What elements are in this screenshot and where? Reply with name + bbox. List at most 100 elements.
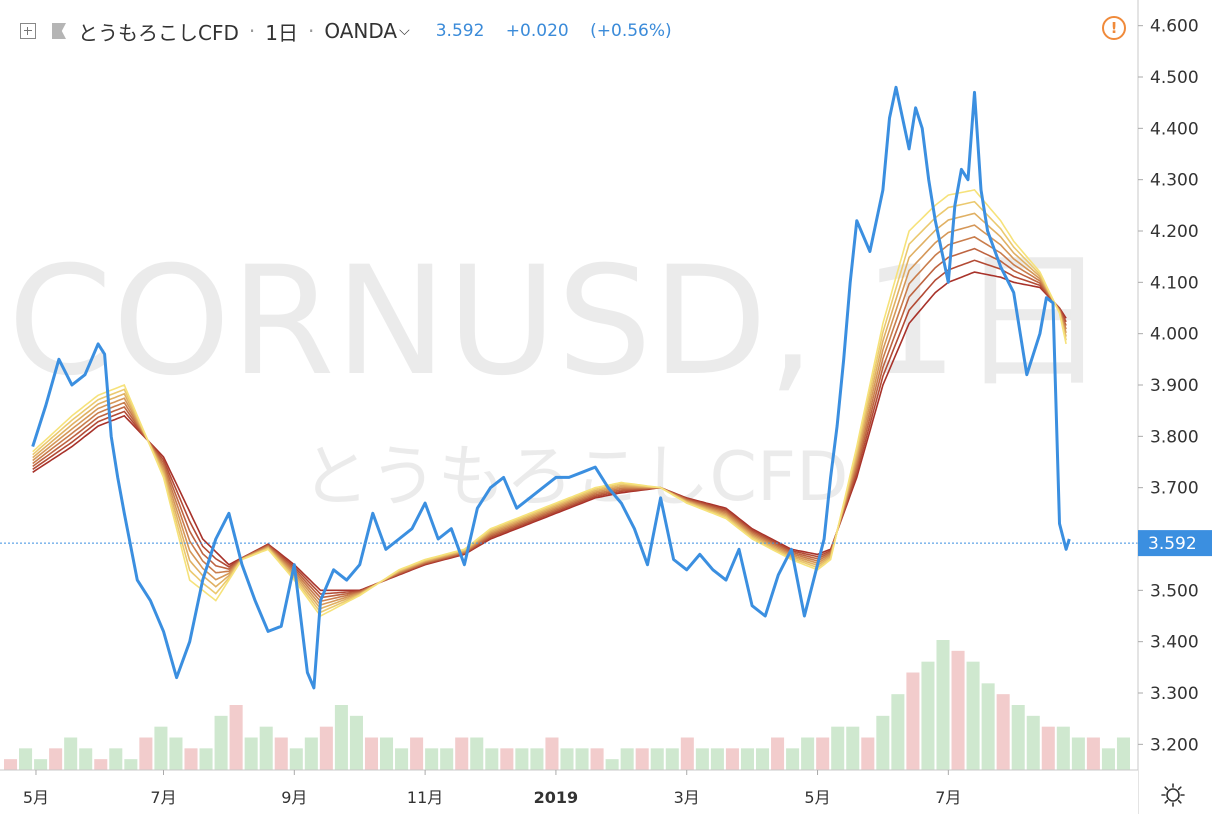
- gear-icon[interactable]: [1160, 782, 1186, 808]
- volume-bar: [575, 748, 589, 770]
- exchange-label[interactable]: OANDA: [324, 19, 398, 43]
- volume-bar: [410, 737, 424, 770]
- y-tick-label: 4.500: [1150, 68, 1199, 88]
- x-tick-label: 2019: [534, 788, 579, 807]
- volume-bar: [530, 748, 544, 770]
- separator-dot: ·: [248, 19, 256, 43]
- last-price-value: 3.592: [1148, 534, 1197, 554]
- volume-bar: [1116, 737, 1130, 770]
- collapse-icon[interactable]: [20, 23, 36, 39]
- volume-bar: [1026, 715, 1040, 770]
- x-tick-label: 9月: [281, 788, 307, 807]
- volume-bar: [259, 726, 273, 770]
- volume-bar: [124, 759, 138, 770]
- volume-bar: [289, 748, 303, 770]
- volume-bar: [650, 748, 664, 770]
- volume-bar: [349, 715, 363, 770]
- volume-bar: [620, 748, 634, 770]
- volume-bar: [725, 748, 739, 770]
- volume-bar: [425, 748, 439, 770]
- price-line-layer: [31, 85, 1071, 690]
- volume-bar: [485, 748, 499, 770]
- y-tick-label: 3.700: [1150, 479, 1199, 499]
- symbol-name[interactable]: とうもろこしCFD: [78, 20, 239, 45]
- volume-bar: [635, 748, 649, 770]
- volume-bar: [19, 748, 33, 770]
- y-tick-label: 4.000: [1150, 325, 1199, 345]
- ma-ribbon-line: [32, 259, 1067, 595]
- volume-bar: [1071, 737, 1085, 770]
- volume-bar: [455, 737, 469, 770]
- quote-values: 3.592 +0.020 (+0.56%): [436, 21, 688, 41]
- volume-bar: [64, 737, 78, 770]
- ma-ribbon-line: [32, 247, 1067, 599]
- volume-bar: [1086, 737, 1100, 770]
- x-tick-label: 5月: [804, 788, 830, 807]
- volume-bar: [906, 672, 920, 770]
- volume-bar: [981, 683, 995, 770]
- volume-bar: [244, 737, 258, 770]
- x-tick-label: 11月: [407, 788, 443, 807]
- volume-bar: [695, 748, 709, 770]
- legend-bar: とうもろこしCFD · 1日 · OANDA ⌵ 3.592 +0.020 (+…: [20, 16, 688, 46]
- volume-bar: [184, 748, 198, 770]
- volume-bar: [786, 748, 800, 770]
- volume-bar: [154, 726, 168, 770]
- volume-bar: [846, 726, 860, 770]
- price-line: [31, 85, 1071, 690]
- volume-bar: [756, 748, 770, 770]
- volume-bar: [861, 737, 875, 770]
- volume-bar: [440, 748, 454, 770]
- volume-bar: [214, 715, 228, 770]
- time-axis[interactable]: 5月 7月 9月 11月 2019 3月 5月 7月: [0, 769, 1138, 814]
- volume-bar: [94, 759, 108, 770]
- alert-icon[interactable]: !: [1102, 16, 1126, 40]
- volume-bar: [364, 737, 378, 770]
- price-change-percent: (+0.56%): [590, 21, 672, 41]
- x-tick-label: 5月: [23, 788, 49, 807]
- volume-bar: [921, 661, 935, 770]
- volume-bar: [710, 748, 724, 770]
- x-tick-label: 3月: [674, 788, 700, 807]
- volume-bar: [500, 748, 514, 770]
- volume-bar: [1101, 748, 1115, 770]
- volume-bar: [229, 705, 243, 770]
- volume-bar: [951, 650, 965, 770]
- volume-bar: [545, 737, 559, 770]
- watermark: CORNUSD, 1日 とうもろこしCFD: [8, 235, 1109, 517]
- volume-bar: [665, 748, 679, 770]
- watermark-symbol: CORNUSD, 1日: [8, 235, 1109, 409]
- x-tick-label: 7月: [150, 788, 176, 807]
- volume-bar: [801, 737, 815, 770]
- y-tick-label: 4.600: [1150, 17, 1199, 37]
- volume-bar: [1041, 726, 1055, 770]
- volume-bar: [996, 694, 1010, 770]
- y-tick-label: 3.300: [1150, 684, 1199, 704]
- volume-bar: [319, 726, 333, 770]
- volume-bar: [771, 737, 785, 770]
- volume-bar: [515, 748, 529, 770]
- volume-bar: [560, 748, 574, 770]
- volume-bar: [470, 737, 484, 770]
- interval-label[interactable]: 1日: [265, 20, 298, 45]
- volume-bar: [1056, 726, 1070, 770]
- volume-bar: [680, 737, 694, 770]
- volume-bar: [876, 715, 890, 770]
- volume-bar: [139, 737, 153, 770]
- volume-bar: [109, 748, 123, 770]
- volume-bar: [380, 737, 394, 770]
- volume-bars: [4, 640, 1130, 770]
- volume-bar: [274, 737, 288, 770]
- y-tick-label: 4.100: [1150, 273, 1199, 293]
- volume-bar: [334, 705, 348, 770]
- y-tick-label: 4.400: [1150, 119, 1199, 139]
- ma-ribbon-line: [32, 189, 1067, 618]
- volume-bar: [936, 640, 950, 770]
- chevron-down-icon[interactable]: ⌵: [399, 23, 410, 39]
- volume-bar: [966, 661, 980, 770]
- y-tick-label: 3.200: [1150, 735, 1199, 755]
- volume-bar: [4, 759, 18, 770]
- volume-bar: [590, 748, 604, 770]
- price-axis[interactable]: 4.600 4.500 4.400 4.300 4.200 4.100 4.000 3.900…: [1137, 0, 1212, 814]
